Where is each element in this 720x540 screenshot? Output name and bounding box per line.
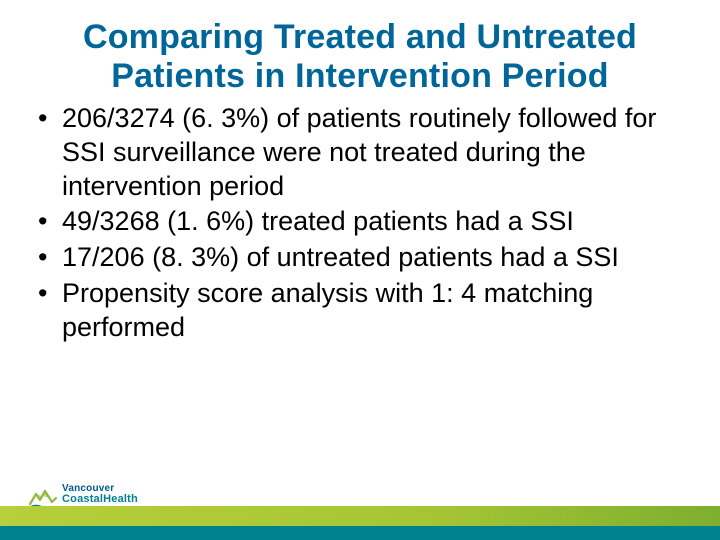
bullet-item: 17/206 (8. 3%) of untreated patients had… — [36, 241, 690, 275]
bullet-item: Propensity score analysis with 1: 4 matc… — [36, 277, 690, 345]
logo-line2: CoastalHealth — [62, 494, 140, 505]
bullet-item: 49/3268 (1. 6%) treated patients had a S… — [36, 205, 690, 239]
bullet-item: 206/3274 (6. 3%) of patients routinely f… — [36, 102, 690, 203]
slide-body: 206/3274 (6. 3%) of patients routinely f… — [30, 102, 690, 344]
slide: Comparing Treated and Untreated Patients… — [0, 0, 720, 540]
bullet-list: 206/3274 (6. 3%) of patients routinely f… — [36, 102, 690, 344]
slide-footer: Vancouver CoastalHealth Promoting wellne… — [0, 484, 720, 540]
footer-blue-band — [0, 526, 720, 540]
footer-green-band — [0, 506, 720, 528]
slide-title: Comparing Treated and Untreated Patients… — [30, 18, 690, 96]
